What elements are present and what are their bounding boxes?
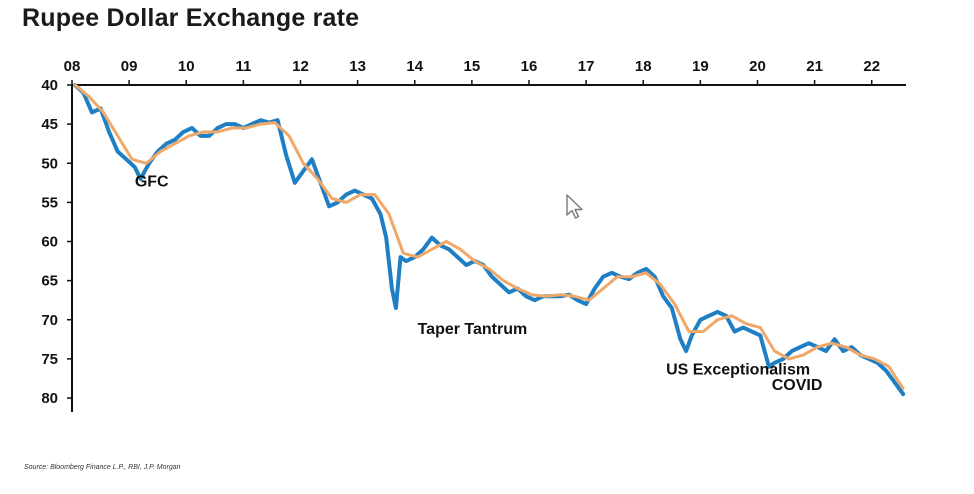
y-tick-label: 45 bbox=[41, 116, 58, 133]
chart-series bbox=[72, 83, 906, 397]
x-tick-label: 13 bbox=[349, 58, 366, 75]
y-tick-label: 40 bbox=[41, 77, 58, 94]
annotation-label: US Exceptionalism bbox=[666, 362, 810, 379]
x-tick-label: 12 bbox=[292, 58, 309, 75]
y-tick-label: 65 bbox=[41, 273, 58, 290]
y-tick-label: 50 bbox=[41, 155, 58, 172]
mouse-pointer-icon bbox=[566, 194, 583, 219]
y-tick-label: 60 bbox=[41, 234, 58, 251]
x-tick-label: 17 bbox=[578, 58, 595, 75]
x-tick-label: 11 bbox=[235, 58, 251, 75]
annotation-label: Taper Tantrum bbox=[418, 321, 528, 338]
chart-title: Rupee Dollar Exchange rate bbox=[22, 4, 360, 32]
x-tick-label: 08 bbox=[64, 58, 81, 75]
x-tick-label: 20 bbox=[749, 58, 766, 75]
x-tick-label: 14 bbox=[406, 58, 423, 75]
chart-axes: 08 09 10 11 12 13 14 15 16 17 18 19 20 21 22 40 45 50 55 60… bbox=[41, 58, 906, 412]
y-tick-label: 80 bbox=[41, 390, 58, 407]
annotation-label: COVID bbox=[772, 377, 823, 394]
x-tick-label: 21 bbox=[806, 58, 823, 75]
x-tick-label: 10 bbox=[178, 58, 195, 75]
y-tick-label: 55 bbox=[41, 194, 58, 211]
source-note: Source: Bloomberg Finance L.P., RBI, J.P… bbox=[24, 464, 181, 471]
y-tick-label: 70 bbox=[41, 312, 58, 329]
x-tick-label: 16 bbox=[521, 58, 538, 75]
series-line-smoothed bbox=[73, 83, 905, 391]
y-tick-label: 75 bbox=[41, 351, 58, 368]
annotation-label: GFC bbox=[135, 174, 169, 191]
x-tick-label: 22 bbox=[863, 58, 880, 75]
series-line-raw bbox=[72, 83, 906, 397]
x-tick-label: 09 bbox=[121, 58, 138, 75]
x-tick-label: 15 bbox=[464, 58, 481, 75]
x-tick-label: 19 bbox=[692, 58, 709, 75]
x-tick-label: 18 bbox=[635, 58, 652, 75]
